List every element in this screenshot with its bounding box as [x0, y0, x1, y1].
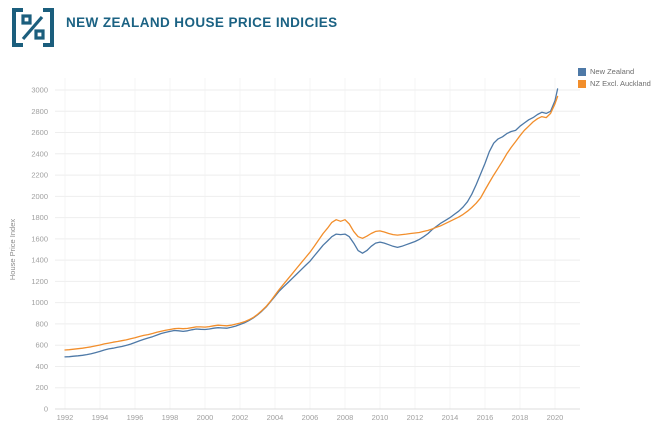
- x-tick-label: 2004: [267, 413, 284, 422]
- legend-swatch-nz-excl-auckland: [578, 79, 586, 88]
- x-tick-label: 2014: [442, 413, 459, 422]
- x-tick-label: 2002: [232, 413, 249, 422]
- x-tick-label: 2018: [512, 413, 529, 422]
- y-tick-label: 2600: [31, 128, 48, 137]
- y-tick-label: 1600: [31, 234, 48, 243]
- x-tick-label: 2008: [337, 413, 354, 422]
- x-tick-label: 2016: [477, 413, 494, 422]
- y-tick-label: 2800: [31, 107, 48, 116]
- x-tick-label: 1996: [127, 413, 144, 422]
- page-title: NEW ZEALAND HOUSE PRICE INDICIES: [66, 15, 338, 30]
- y-axis-title: House Price Index: [8, 219, 17, 281]
- x-tick-label: 1994: [92, 413, 109, 422]
- y-tick-label: 400: [35, 362, 48, 371]
- y-tick-label: 0: [44, 405, 48, 414]
- x-tick-label: 2020: [547, 413, 564, 422]
- legend-swatch-new-zealand: [578, 67, 586, 76]
- legend-item-nz-excl-auckland[interactable]: NZ Excl. Auckland: [578, 79, 651, 88]
- x-tick-label: 2006: [302, 413, 319, 422]
- y-tick-label: 1400: [31, 256, 48, 265]
- chart-legend: New Zealand NZ Excl. Auckland: [578, 67, 651, 91]
- y-tick-label: 800: [35, 319, 48, 328]
- y-tick-label: 600: [35, 341, 48, 350]
- y-tick-label: 3000: [31, 86, 48, 95]
- x-tick-label: 2000: [197, 413, 214, 422]
- x-tick-label: 2010: [372, 413, 389, 422]
- y-tick-label: 2400: [31, 149, 48, 158]
- y-tick-label: 200: [35, 383, 48, 392]
- y-tick-label: 1000: [31, 298, 48, 307]
- legend-label-nz-excl-auckland: NZ Excl. Auckland: [590, 79, 651, 88]
- x-tick-label: 2012: [407, 413, 424, 422]
- series-line-0: [64, 88, 559, 358]
- legend-label-new-zealand: New Zealand: [590, 67, 635, 76]
- y-tick-label: 1200: [31, 277, 48, 286]
- x-tick-label: 1998: [162, 413, 179, 422]
- series-line-1: [64, 95, 559, 351]
- header: NEW ZEALAND HOUSE PRICE INDICIES: [0, 0, 660, 56]
- legend-item-new-zealand[interactable]: New Zealand: [578, 67, 651, 76]
- y-tick-label: 2000: [31, 192, 48, 201]
- y-tick-label: 2200: [31, 171, 48, 180]
- percent-frame-icon: [12, 8, 54, 47]
- y-tick-label: 1800: [31, 213, 48, 222]
- x-tick-label: 1992: [57, 413, 74, 422]
